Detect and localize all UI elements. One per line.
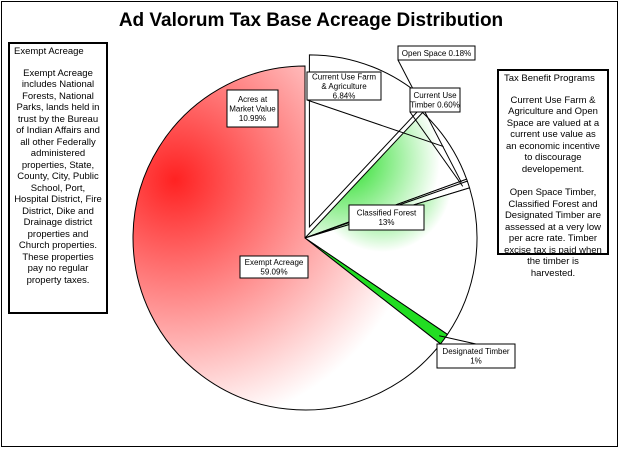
slice-current-use-farm-label-box <box>306 71 382 101</box>
slice-exempt-acreage-label-box <box>239 255 309 279</box>
tax-benefit-heading: Tax Benefit Programs <box>504 73 595 84</box>
slice-classified-forest-label-line: 13% <box>378 218 394 227</box>
slice-classified-forest-label-box <box>348 204 425 231</box>
slice-current-use-timber-leader-line <box>409 111 464 187</box>
slice-market-value-label-box <box>226 89 279 128</box>
slice-current-use-farm-leader-line <box>306 99 444 148</box>
slice-market-value-label-line: Acres at <box>238 95 268 104</box>
slice-current-use-timber-label-box <box>409 87 461 113</box>
tax-benefit-paragraph-1: Current Use Farm & Agriculture and Open … <box>506 94 600 175</box>
slice-open-space-label-line: Open Space 0.18% <box>402 49 471 58</box>
slice-classified-forest <box>303 187 478 336</box>
slice-current-use-farm-label-line: & Agriculture <box>321 82 367 91</box>
slice-exempt-acreage-label-line: 59.09% <box>260 268 287 277</box>
slice-classified-forest-label-line: Classified Forest <box>357 209 417 218</box>
tax-benefit-paragraph-2: Open Space Timber, Classified Forest and… <box>504 187 602 279</box>
slice-designated-timber-label-box <box>436 343 516 369</box>
slice-exempt-acreage-label-line: Exempt Acreage <box>245 258 304 267</box>
slice-open-space-leader-line <box>397 59 462 183</box>
slice-designated-timber-label-line: Designated Timber <box>442 347 509 356</box>
slice-current-use-farm-label-line: 6.84% <box>333 91 356 100</box>
slice-open-space-label-box <box>397 45 476 61</box>
slice-current-use-farm-label-line: Current Use Farm <box>312 72 376 81</box>
slice-current-use-timber-label-line: Current Use <box>413 91 457 100</box>
slice-market-value-label-line: 10.99% <box>239 114 266 123</box>
chart-title: Ad Valorum Tax Base Acreage Distribution <box>118 10 504 31</box>
slice-designated-timber-label-line: 1% <box>470 357 482 366</box>
slice-designated-timber-leader-line <box>439 335 477 345</box>
exempt-acreage-note: Exempt Acreage Exempt Acreage includes N… <box>8 42 108 314</box>
exempt-acreage-body: Exempt Acreage includes National Forests… <box>14 67 102 286</box>
slice-exempt-acreage <box>132 65 442 411</box>
slice-current-use-timber-label-line: Timber 0.60% <box>410 101 460 110</box>
tax-benefit-note: Tax Benefit Programs Current Use Farm & … <box>497 69 609 279</box>
slice-market-value-label-line: Market Value <box>229 104 276 113</box>
exempt-acreage-heading: Exempt Acreage <box>14 46 84 57</box>
